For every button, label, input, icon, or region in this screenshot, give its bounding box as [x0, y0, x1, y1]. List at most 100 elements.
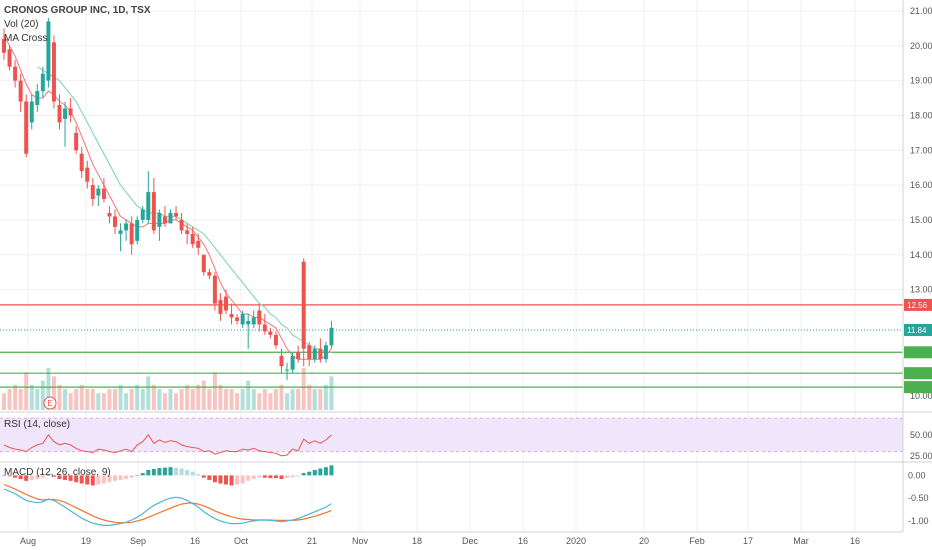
candle-body — [290, 355, 295, 370]
x-tick-label: Dec — [462, 536, 479, 546]
candle-body — [279, 355, 284, 367]
candle-body — [235, 317, 240, 321]
macd-histogram-bar — [285, 475, 290, 479]
macd-histogram-bar — [201, 475, 206, 478]
volume-bar — [107, 389, 112, 410]
macd-histogram-bar — [229, 475, 234, 486]
volume-bar — [18, 389, 23, 410]
macd-histogram-bar — [168, 467, 173, 476]
x-tick-label: 20 — [639, 536, 649, 546]
candle-body — [40, 73, 45, 92]
volume-bar — [273, 389, 278, 410]
volume-bar — [140, 389, 145, 410]
macd-histogram-bar — [273, 475, 278, 479]
x-tick-label: Feb — [689, 536, 705, 546]
macd-histogram-bar — [68, 475, 73, 481]
candle-body — [268, 331, 273, 335]
price-tick-label: 13.00 — [910, 285, 932, 295]
macd-histogram-bar — [146, 469, 151, 476]
rsi-tick-label: 25.00 — [910, 451, 932, 461]
x-tick-label: Oct — [234, 536, 249, 546]
candle-body — [246, 320, 251, 325]
volume-bar — [218, 384, 223, 410]
volume-bar — [318, 389, 323, 410]
candle-body — [18, 80, 23, 102]
candle-body — [146, 192, 151, 220]
candle-body — [68, 108, 73, 116]
volume-bar — [190, 389, 195, 410]
volume-bar — [85, 389, 90, 410]
volume-bar — [296, 389, 301, 410]
macd-legend[interactable]: MACD (12, 26, close, 9) — [4, 467, 111, 478]
volume-bar — [201, 380, 206, 410]
candle-body — [7, 49, 12, 67]
volume-bar — [146, 376, 151, 410]
candle-body — [262, 324, 267, 332]
macd-histogram-bar — [218, 475, 223, 484]
macd-histogram-bar — [85, 475, 90, 485]
ma-cross-label[interactable]: MA Cross — [4, 33, 48, 44]
grid — [0, 0, 903, 532]
macd-histogram-bar — [174, 467, 179, 476]
volume-bar — [79, 384, 84, 410]
volume-bar — [24, 372, 29, 410]
macd-histogram-bar — [235, 475, 240, 485]
volume-bar — [307, 384, 312, 410]
candle-body — [273, 334, 278, 346]
macd-histogram-bar — [18, 475, 23, 480]
volume-bar — [240, 389, 245, 410]
candle-body — [140, 209, 145, 220]
x-tick-label: 21 — [307, 536, 317, 546]
volume-bar — [257, 393, 262, 410]
candle-body — [35, 91, 40, 105]
volume-bar — [51, 376, 56, 410]
candle-body — [162, 216, 167, 224]
macd-histogram-bar — [251, 475, 256, 480]
macd-histogram-bar — [301, 473, 306, 476]
candle-body — [185, 230, 190, 234]
macd-histogram-bar — [129, 475, 134, 478]
macd-histogram-bar — [240, 475, 245, 484]
macd-histogram-bar — [29, 475, 34, 480]
volume-bar — [162, 393, 167, 410]
volume-bar — [7, 389, 12, 410]
volume-bar — [101, 393, 106, 410]
candle-body — [2, 38, 6, 53]
macd-histogram-bar — [290, 475, 295, 478]
volume-bar — [268, 393, 273, 410]
price-pane: E — [0, 17, 903, 410]
volume-bar — [68, 393, 73, 410]
volume-bar — [157, 389, 162, 410]
candle-body — [196, 240, 201, 248]
volume-bar — [235, 393, 240, 410]
vol-indicator-label[interactable]: Vol (20) — [4, 19, 39, 30]
candle-body — [90, 185, 95, 200]
macd-histogram-bar — [118, 475, 123, 480]
rsi-band — [0, 418, 903, 452]
price-tick-label: 20.00 — [910, 41, 932, 51]
macd-histogram-bar — [312, 469, 317, 476]
macd-histogram-bar — [246, 475, 251, 481]
volume-bar — [246, 380, 251, 410]
macd-histogram-bar — [190, 471, 195, 476]
rsi-legend[interactable]: RSI (14, close) — [4, 419, 71, 430]
macd-histogram-bar — [307, 471, 312, 476]
chart-legend: CRONOS GROUP INC, 1D, TSX Vol (20) MA Cr… — [4, 4, 151, 46]
candle-body — [307, 345, 312, 360]
x-tick-label: Nov — [352, 536, 369, 546]
earnings-marker — [43, 396, 57, 410]
symbol-title[interactable]: CRONOS GROUP INC, 1D, TSX — [4, 5, 151, 16]
price-tick-label: 16.00 — [910, 180, 932, 190]
macd-histogram-bar — [74, 475, 79, 483]
volume-bar — [13, 384, 18, 410]
candle-body — [212, 275, 217, 304]
macd-histogram-bar — [329, 465, 334, 476]
x-tick-label: Mar — [793, 536, 809, 546]
candle-body — [251, 317, 256, 325]
macd-pane — [2, 465, 334, 526]
macd-histogram-bar — [57, 475, 62, 480]
price-tick-label: 15.00 — [910, 215, 932, 225]
macd-signal-line — [3, 483, 332, 524]
macd-tick-label: -0.50 — [908, 493, 929, 503]
macd-histogram-bar — [323, 467, 328, 476]
